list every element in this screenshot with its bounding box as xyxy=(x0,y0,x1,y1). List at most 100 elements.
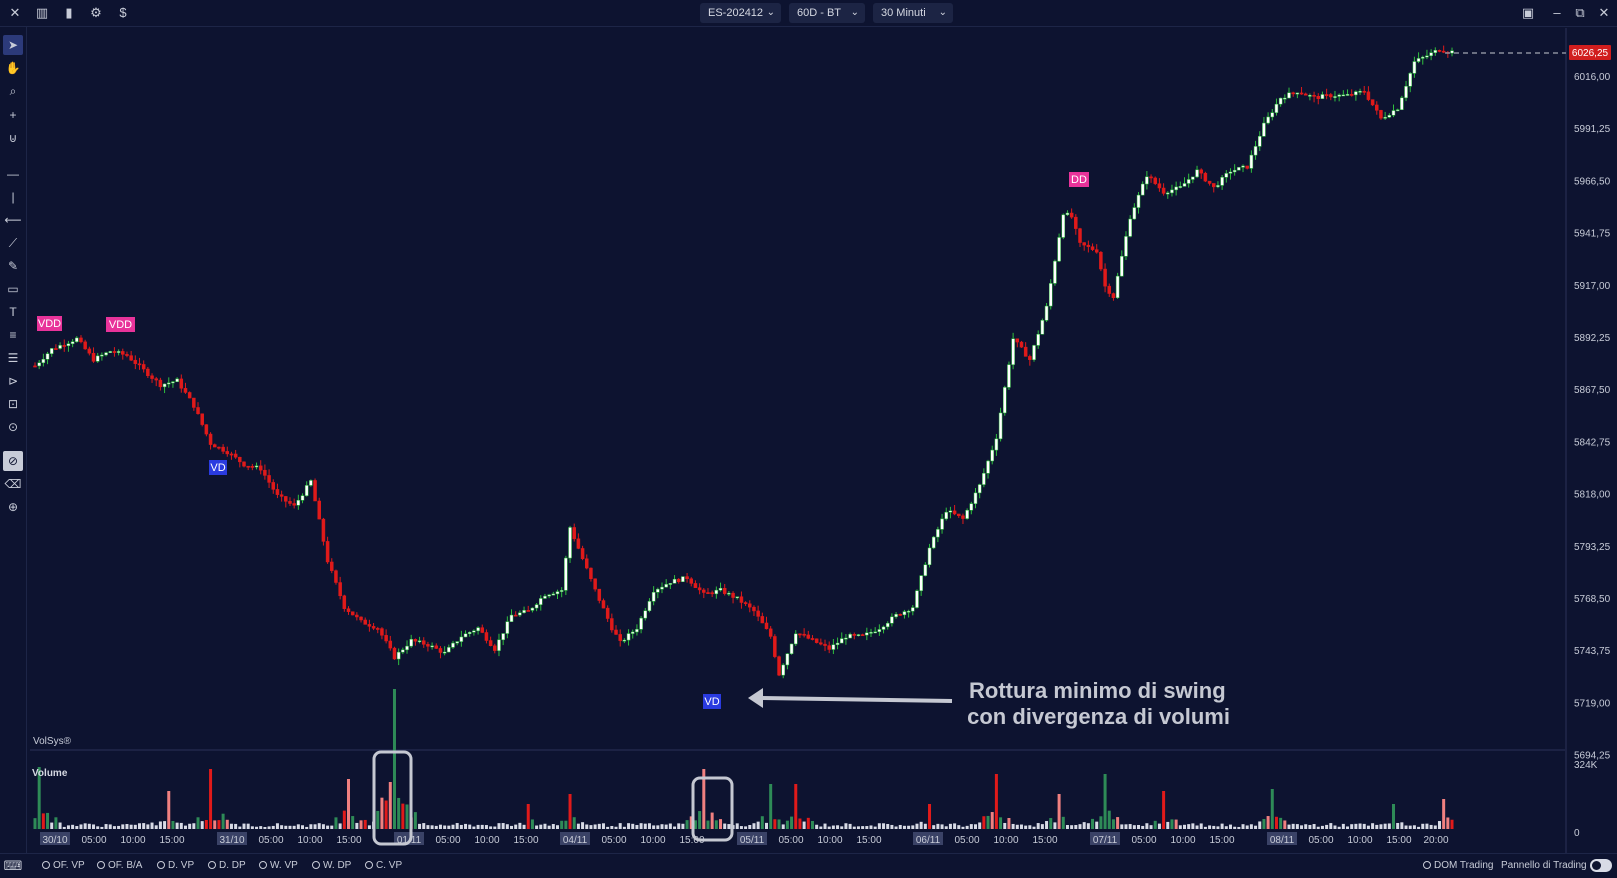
indicator-label: W. DP xyxy=(323,860,352,871)
instrument-dropdown[interactable]: ES-202412 ⌄ xyxy=(700,3,781,23)
candle-body xyxy=(225,451,230,455)
price-axis-label: 5768,50 xyxy=(1574,594,1611,605)
volume-bar xyxy=(689,816,693,829)
signal-badge-vdd-2 xyxy=(106,317,135,332)
radio-icon xyxy=(157,861,165,869)
fullscreen-icon[interactable]: ▣ xyxy=(1521,5,1535,20)
indicator-toggle-d-vp[interactable]: D. VP xyxy=(157,860,194,871)
settings-icon[interactable]: ⚙ xyxy=(90,5,102,20)
ray-icon[interactable]: ⟵ xyxy=(4,213,22,227)
time-label: 10:00 xyxy=(120,835,145,846)
candle-body xyxy=(622,639,627,642)
candle-body xyxy=(1090,246,1095,250)
candle-body xyxy=(413,639,418,642)
volume-bar xyxy=(321,824,325,829)
candle-body xyxy=(1354,91,1358,96)
hand-icon[interactable]: ✋ xyxy=(5,61,21,75)
magnet-icon[interactable]: ⊍ xyxy=(8,131,18,145)
volume-bar xyxy=(96,826,100,829)
volume-bar xyxy=(434,825,438,829)
sync-icon[interactable]: ⊙ xyxy=(7,420,19,434)
time-label: 05:00 xyxy=(954,835,979,846)
indicator-toggle-of-ba[interactable]: OF. B/A xyxy=(97,860,142,871)
indicator-name[interactable]: VolSys® xyxy=(33,736,72,747)
volume-bar xyxy=(831,825,835,829)
indicator-toggle-of-vp[interactable]: OF. VP xyxy=(42,860,85,871)
restore-icon[interactable]: ⧉ xyxy=(1575,5,1585,20)
candle-body xyxy=(250,466,255,468)
indicator-toggle-w-dp[interactable]: W. DP xyxy=(312,860,351,871)
volume-bar xyxy=(1379,824,1383,829)
candle-body xyxy=(321,518,326,542)
crosshair-icon[interactable]: + xyxy=(9,108,17,122)
zoom-icon[interactable]: ⌕ xyxy=(9,84,17,98)
indicator-toggle-c-vp[interactable]: C. VP xyxy=(365,860,402,871)
volume-bar xyxy=(221,813,225,829)
volume-bar xyxy=(685,820,689,829)
horizontal-line-icon[interactable]: — xyxy=(7,167,19,181)
candle-body xyxy=(961,515,965,519)
volume-bar xyxy=(1208,825,1212,829)
volume-bar xyxy=(41,813,45,829)
fibonacci-icon[interactable]: ☰ xyxy=(7,351,19,365)
volume-bar xyxy=(405,804,409,829)
volume-bar xyxy=(539,824,543,829)
eraser-icon[interactable]: ⌫ xyxy=(4,477,22,491)
volume-bar xyxy=(810,820,814,829)
candle-body xyxy=(1312,94,1316,97)
candle-body xyxy=(1329,94,1333,98)
candle-body xyxy=(777,656,781,676)
range-dropdown[interactable]: 60D - BT ⌄ xyxy=(789,3,865,23)
dollar-icon[interactable]: $ xyxy=(119,5,127,20)
cursor-icon[interactable]: ➤ xyxy=(3,35,23,55)
volume-bar xyxy=(514,824,518,829)
candle-body xyxy=(685,576,689,580)
radio-icon xyxy=(365,861,373,869)
close-icon[interactable]: ✕ xyxy=(9,5,21,20)
indicator-toggle-w-vp[interactable]: W. VP xyxy=(259,860,298,871)
measure-icon[interactable]: ⊡ xyxy=(7,397,19,411)
candle-body xyxy=(911,607,915,612)
candle-body xyxy=(831,644,836,650)
dom-trading-toggle[interactable]: DOM Trading xyxy=(1423,860,1493,871)
last-price-text: 6026,25 xyxy=(1572,48,1609,59)
time-label: 05:00 xyxy=(258,835,283,846)
keyboard-icon[interactable]: ⌨ xyxy=(3,858,23,873)
candle-body xyxy=(1036,334,1040,346)
volume-bar xyxy=(71,824,75,829)
volume-bar xyxy=(505,824,509,829)
volume-bar xyxy=(484,825,488,829)
candle-body xyxy=(781,664,785,676)
window-close-icon[interactable]: ✕ xyxy=(1598,5,1610,20)
volume-bar xyxy=(869,825,873,829)
indicator-toggle-d-dp[interactable]: D. DP xyxy=(208,860,246,871)
trading-panel-toggle[interactable] xyxy=(1590,859,1612,872)
candle-body xyxy=(597,588,602,601)
minimize-icon[interactable]: – xyxy=(1553,5,1561,20)
volume-bar xyxy=(836,825,840,829)
ruler-icon[interactable]: ✎ xyxy=(7,259,19,273)
pitchfork-icon[interactable]: ⊳ xyxy=(7,374,19,388)
radio-icon xyxy=(97,861,105,869)
candle-body xyxy=(564,557,568,591)
volume-bar xyxy=(309,824,313,829)
candle-body xyxy=(593,578,597,590)
chart-type-icon[interactable]: ▮ xyxy=(65,5,73,20)
volume-bar xyxy=(1074,825,1078,829)
lock-icon[interactable]: ⊘ xyxy=(3,451,23,471)
timeframe-dropdown[interactable]: 30 Minuti ⌄ xyxy=(873,3,953,23)
lines-icon[interactable]: ≡ xyxy=(9,328,17,342)
candle-body xyxy=(881,626,886,630)
candle-body xyxy=(472,630,476,633)
text-icon[interactable]: T xyxy=(9,305,17,319)
volume-panel-title[interactable]: Volume xyxy=(32,768,68,779)
trendline-icon[interactable]: ⟋ xyxy=(8,236,18,250)
candle-body xyxy=(95,355,100,362)
candle-body xyxy=(208,433,213,445)
candle-body xyxy=(630,631,635,634)
vertical-line-icon[interactable]: | xyxy=(11,190,15,204)
add-tool-icon[interactable]: ⊕ xyxy=(7,500,19,514)
rectangle-icon[interactable]: ▭ xyxy=(7,282,19,296)
layout-icon[interactable]: ▥ xyxy=(35,5,49,20)
